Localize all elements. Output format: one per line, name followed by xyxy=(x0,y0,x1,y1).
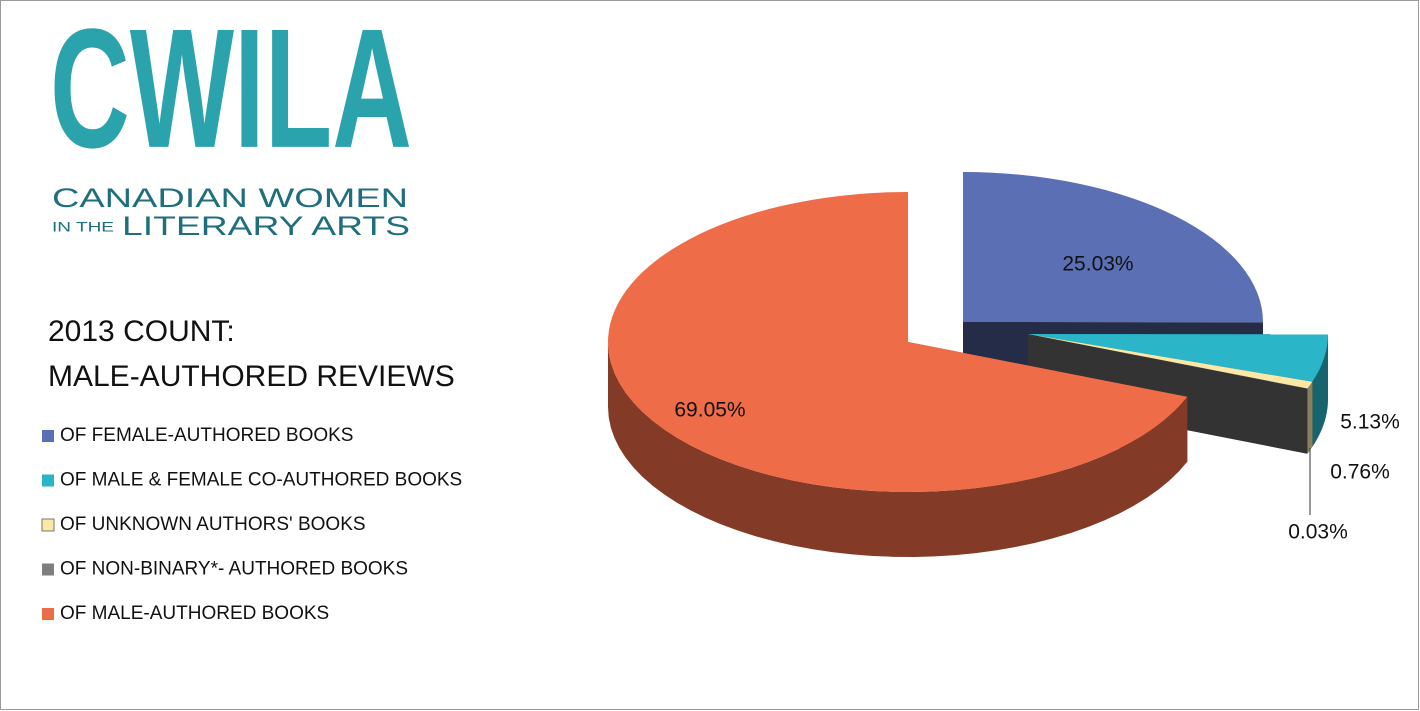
value-label: 5.13% xyxy=(1340,411,1400,434)
value-label: 0.76% xyxy=(1330,461,1390,484)
value-label: 69.05% xyxy=(674,399,745,422)
logo-name: CWILA xyxy=(50,0,412,184)
chart-subtitle: MALE-AUTHORED REVIEWS xyxy=(48,360,455,393)
slice xyxy=(1028,334,1308,389)
legend-label: OF NON-BINARY*- AUTHORED BOOKS xyxy=(60,559,408,580)
legend-swatch xyxy=(42,563,54,576)
legend-label: OF MALE-AUTHORED BOOKS xyxy=(60,603,329,624)
legend-swatch xyxy=(41,518,55,532)
legend-swatch xyxy=(42,474,54,487)
chart-title: 2013 COUNT: xyxy=(48,315,235,348)
slice-side xyxy=(608,342,1188,557)
legend-label: OF UNKNOWN AUTHORS' BOOKS xyxy=(60,514,366,535)
legend-label: OF MALE & FEMALE CO-AUTHORED BOOKS xyxy=(60,470,462,491)
legend-swatch xyxy=(42,608,54,620)
value-label: 25.03% xyxy=(1062,253,1133,276)
legend: OF FEMALE-AUTHORED BOOKS OF MALE & FEMALE… xyxy=(41,425,462,624)
logo-line: CANADIAN WOMEN xyxy=(52,183,408,213)
slice xyxy=(1028,334,1313,389)
slice xyxy=(963,172,1264,323)
slice-side xyxy=(1307,381,1313,454)
slice xyxy=(608,192,1188,493)
legend-swatch xyxy=(42,430,54,442)
slice xyxy=(1028,334,1328,382)
slice-side xyxy=(1312,334,1328,447)
pie: 25.03% 5.13% 0.76% 0.03% 69.05% xyxy=(608,172,1400,557)
legend-label: OF FEMALE-AUTHORED BOOKS xyxy=(60,425,353,446)
logo-line: LITERARY ARTS xyxy=(122,211,410,241)
logo-prefix: IN THE xyxy=(52,219,114,235)
value-label: 0.03% xyxy=(1288,521,1348,544)
